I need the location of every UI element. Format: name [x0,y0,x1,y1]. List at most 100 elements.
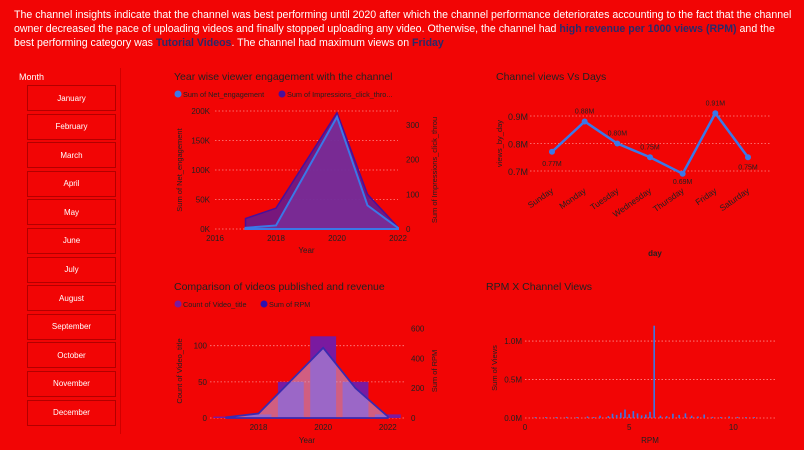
bar-rpm-views [745,417,747,418]
month-button-march[interactable]: March [27,142,116,169]
month-slicer-title: Month [19,72,45,82]
bar-rpm-views [684,413,687,418]
y2tick-published: 200 [411,384,425,393]
y2tick-engagement: 300 [406,121,420,130]
bar-rpm-views [640,415,643,418]
legend-dot-rpm [260,300,268,308]
bar-rpm-views [599,415,601,418]
bar-rpm-views [555,417,558,418]
xtick-days: Monday [557,185,588,211]
ylabel-published: Count of Video_title [175,338,184,403]
legend-label-net-engagement: Sum of Net_engagement [183,90,264,99]
xtick-rpm: 5 [627,423,632,432]
xtick-days: Thursday [651,185,686,214]
area-rpm [225,346,389,419]
y2tick-published: 600 [411,324,425,333]
bar-rpm-views [720,417,722,418]
ytick-engagement: 200K [191,107,210,116]
insight-text: The channel insights indicate that the c… [14,8,794,50]
chart-title-published: Comparison of videos published and reven… [174,281,385,293]
ytick-days: 0.7M [508,167,528,177]
y2tick-engagement: 100 [406,190,420,199]
xtick-engagement: 2022 [389,234,407,243]
insight-part1: The channel insights indicate that the c… [14,9,792,35]
point-views-by-day [549,148,555,155]
bar-rpm-views [624,409,626,418]
bar-rpm-views [659,415,662,418]
bar-rpm-views [711,416,714,418]
month-button-december[interactable]: December [27,399,116,426]
ytick-rpm: 0.0M [504,414,522,423]
bar-rpm-views [653,325,655,418]
bar-rpm-views [534,417,537,418]
month-button-may[interactable]: May [27,199,116,226]
point-views-by-day [679,170,686,177]
month-button-september[interactable]: September [27,313,116,340]
xtick-days: Saturday [718,185,752,213]
point-views-by-day [712,110,719,117]
xtick-rpm: 10 [729,423,738,432]
bar-rpm-views [665,416,668,418]
insight-part2: and the best performing category was [14,23,775,49]
ytick-engagement: 50K [196,196,211,205]
bar-rpm-views [690,415,693,418]
month-button-june[interactable]: June [27,227,116,254]
xtick-rpm: 0 [523,423,528,432]
data-label-views-by-day: 0.75M [738,164,758,171]
bar-rpm-views [592,417,595,418]
ylabel-engagement: Sum of Net_engagement [175,127,184,211]
insight-part3: . The channel had maximum views on [231,37,413,49]
chart-title-rpm: RPM X Channel Views [486,281,592,293]
xlabel-days: day [648,249,662,258]
data-label-views-by-day: 0.91M [706,100,726,107]
legend-dot-ctr [278,90,286,98]
insight-highlight-rpm: high revenue per 1000 views (RPM) [559,23,737,35]
ytick-engagement: 100K [191,166,210,175]
bar-rpm-views [736,416,739,418]
bar-rpm-views [703,414,705,418]
month-button-july[interactable]: July [27,256,116,283]
month-button-november[interactable]: November [27,370,116,397]
data-label-views-by-day: 0.75M [640,144,660,151]
bar-rpm-views [565,416,568,418]
bar-rpm-views [615,414,618,418]
month-slicer: January February March April May June July Augu… [27,85,116,428]
month-button-january[interactable]: January [27,85,116,111]
data-label-views-by-day: 0.69M [673,179,693,186]
point-views-by-day [745,154,751,161]
bar-rpm-views [645,414,647,418]
legend-label-rpm: Sum of RPM [269,300,310,309]
data-label-views-by-day: 0.77M [542,161,562,168]
ylabel-rpm: Sum of Views [490,345,499,391]
data-label-views-by-day: 0.80M [608,131,628,138]
legend-dot-video-count [174,300,182,308]
y2tick-published: 0 [411,414,416,423]
bar-rpm-views [672,413,674,418]
xtick-days: Friday [693,185,719,207]
area-net-engagement [244,114,399,230]
xlabel-rpm: RPM [641,436,659,445]
data-label-views-by-day: 0.88M [575,109,595,116]
xtick-engagement: 2018 [267,234,285,243]
legend-label-video-count: Count of Video_title [183,300,247,309]
bar-rpm-views [697,416,699,418]
bar-rpm-views [753,417,755,418]
xtick-published: 2022 [379,423,397,432]
month-button-august[interactable]: August [27,285,116,312]
chart-title-engagement: Year wise viewer engagement with the cha… [174,71,393,83]
y2tick-published: 400 [411,354,425,363]
bar-rpm-views [678,414,680,418]
legend-dot-net-engagement [174,90,182,98]
month-button-february[interactable]: February [27,113,116,140]
slicer-divider [16,68,121,434]
month-button-april[interactable]: April [27,170,116,197]
bar-rpm-views [607,416,610,418]
ytick-published: 100 [194,342,208,351]
month-button-october[interactable]: October [27,342,116,369]
bar-rpm-views [628,414,630,418]
xtick-engagement: 2020 [328,234,346,243]
y2label-published: Sum of RPM [430,350,439,393]
bar-rpm-views [620,412,622,418]
ytick-days: 0.8M [508,140,528,150]
